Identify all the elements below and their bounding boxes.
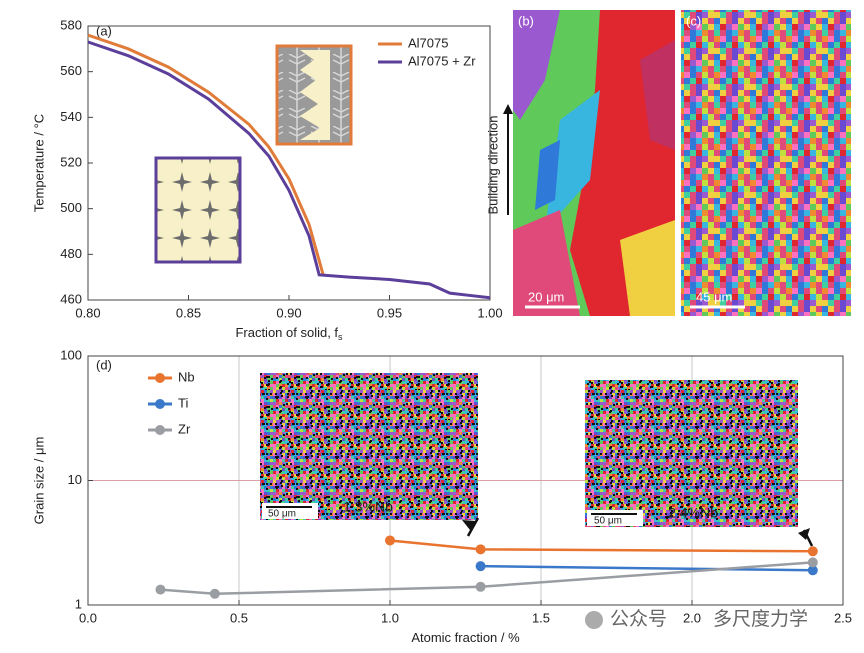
data-point bbox=[807, 546, 818, 557]
legend-label: Al7075 bbox=[408, 35, 448, 50]
data-point bbox=[807, 557, 818, 568]
panel-label: (b) bbox=[518, 13, 534, 28]
watermark: 公众号 多尺度力学 bbox=[585, 608, 808, 630]
inset-caption: 2.4%Nb bbox=[668, 505, 718, 521]
legend-label: Zr bbox=[178, 421, 191, 436]
series-line bbox=[389, 539, 813, 553]
inset-caption: 1.3%Nb bbox=[343, 499, 393, 515]
scale-label: 50 μm bbox=[268, 509, 296, 520]
x-tick-label: 1.00 bbox=[477, 305, 502, 320]
series-line bbox=[87, 40, 491, 300]
data-point bbox=[385, 535, 395, 546]
scale-label: 50 μm bbox=[594, 516, 622, 527]
y-tick-label: 560 bbox=[60, 63, 82, 78]
x-tick-label: 0.95 bbox=[377, 305, 402, 320]
watermark-right: 多尺度力学 bbox=[713, 608, 808, 630]
y-tick-label: 100 bbox=[60, 347, 82, 362]
x-tick-label: 0.90 bbox=[276, 305, 301, 320]
data-point bbox=[155, 584, 166, 595]
legend-marker bbox=[155, 425, 165, 435]
y-tick-label: 480 bbox=[60, 246, 82, 261]
legend-label: Al7075 + Zr bbox=[408, 53, 476, 68]
data-point bbox=[209, 588, 220, 599]
data-point bbox=[475, 544, 486, 555]
panel-label: (c) bbox=[686, 13, 701, 28]
y-tick-label: 580 bbox=[60, 17, 82, 32]
plot-frame bbox=[87, 25, 491, 301]
y-axis-label: Grain size / μm bbox=[31, 437, 46, 525]
legend-marker bbox=[155, 373, 165, 383]
y-axis-label: Temperature / °C bbox=[31, 114, 46, 212]
y-tick-label: 1 bbox=[75, 596, 82, 611]
x-tick-label: 1.0 bbox=[381, 610, 399, 625]
x-tick-label: 0.0 bbox=[79, 610, 97, 625]
watermark-left: 公众号 bbox=[610, 608, 667, 630]
legend-marker bbox=[155, 399, 165, 409]
x-tick-label: 0.85 bbox=[176, 305, 201, 320]
panel-label: (d) bbox=[96, 357, 112, 372]
y-tick-label: 520 bbox=[60, 154, 82, 169]
inset-image-1: 50 μm 1.3%Nb bbox=[260, 373, 480, 537]
series-line bbox=[160, 561, 813, 596]
data-point bbox=[475, 581, 486, 592]
inset-image-2: 50 μm 2.4%Nb bbox=[585, 380, 814, 547]
y-tick-label: 500 bbox=[60, 200, 82, 215]
legend-label: Ti bbox=[178, 395, 188, 410]
x-tick-label: 0.5 bbox=[230, 610, 248, 625]
x-axis-label: Atomic fraction / % bbox=[411, 630, 520, 645]
series-line bbox=[87, 33, 325, 276]
x-tick-label: 0.80 bbox=[75, 305, 100, 320]
x-tick-label: 1.5 bbox=[532, 610, 550, 625]
x-axis-label: Fraction of solid, fs bbox=[235, 325, 343, 342]
building-direction: Building direction bbox=[485, 104, 513, 215]
scale-label: 45 μm bbox=[696, 289, 732, 304]
side-text: Building direction bbox=[485, 115, 500, 214]
ebsd-image-b: 20 μm (b) bbox=[513, 10, 675, 316]
x-tick-label: 2.0 bbox=[683, 610, 701, 625]
series-line bbox=[480, 564, 813, 572]
data-point bbox=[807, 565, 818, 576]
panel-label: (a) bbox=[96, 23, 112, 38]
data-point bbox=[475, 561, 486, 572]
x-tick-label: 2.5 bbox=[834, 610, 852, 625]
ebsd-image-c: 45 μm (c) bbox=[681, 10, 851, 316]
x-axis-label-text: Fraction of solid, f bbox=[235, 325, 338, 340]
y-tick-label: 10 bbox=[68, 472, 82, 487]
scale-label: 20 μm bbox=[528, 289, 564, 304]
x-axis-label-text: Atomic fraction / % bbox=[411, 630, 520, 645]
x-axis-label-sub: s bbox=[338, 332, 343, 342]
y-tick-label: 540 bbox=[60, 109, 82, 124]
y-tick-label: 460 bbox=[60, 291, 82, 306]
inset-equiaxed bbox=[154, 156, 242, 264]
plot-frame bbox=[87, 355, 844, 606]
legend-label: Nb bbox=[178, 369, 195, 384]
inset-dendrite bbox=[275, 44, 353, 146]
